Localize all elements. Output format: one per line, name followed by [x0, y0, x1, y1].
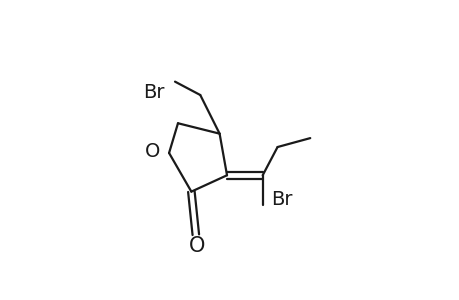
Text: Br: Br [271, 190, 292, 209]
Text: O: O [189, 236, 205, 256]
Text: Br: Br [143, 83, 164, 102]
Text: O: O [145, 142, 160, 161]
